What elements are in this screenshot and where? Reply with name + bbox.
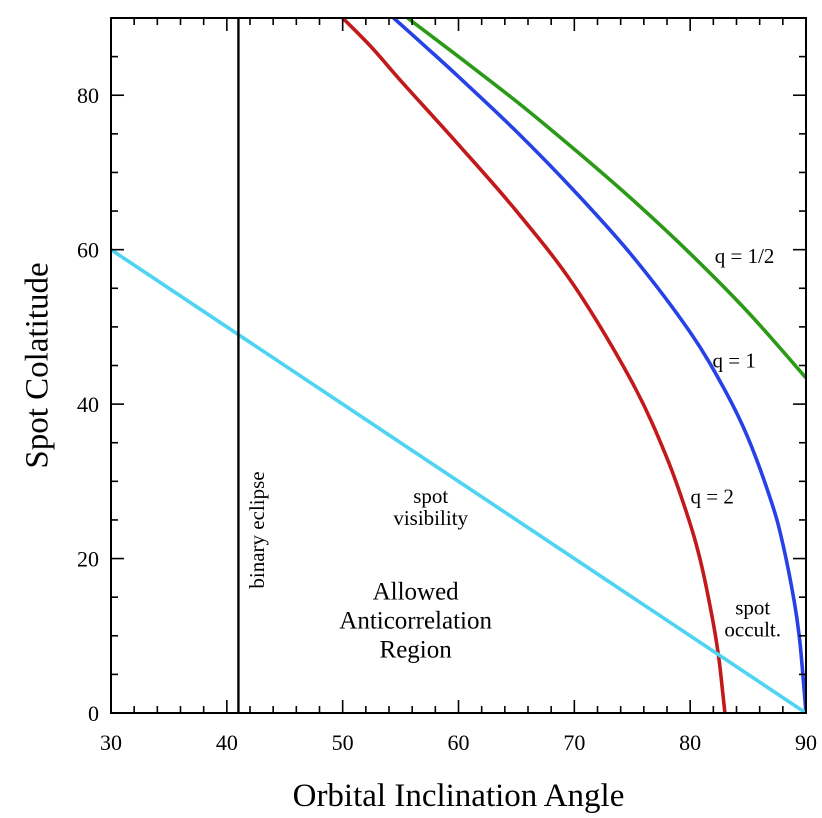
annotation-spot-visibility: spot visibility xyxy=(393,484,468,530)
series-line-q-1 xyxy=(392,18,806,713)
annotation-q-half: q = 1/2 xyxy=(715,244,775,268)
y-tick-label-40: 40 xyxy=(77,392,99,417)
y-tick-label-60: 60 xyxy=(77,238,99,263)
annotation-spot-occult: spot occult. xyxy=(724,595,781,641)
tick-labels-layer: 30 40 50 60 70 80 90 0 20 40 60 80 xyxy=(77,83,817,755)
x-tick-label-30: 30 xyxy=(100,730,122,755)
x-tick-label-60: 60 xyxy=(448,730,470,755)
x-tick-label-50: 50 xyxy=(332,730,354,755)
y-tick-label-80: 80 xyxy=(77,83,99,108)
annotation-q-one: q = 1 xyxy=(713,348,756,372)
x-tick-label-70: 70 xyxy=(563,730,585,755)
series-line-spot-visibility xyxy=(111,248,806,713)
y-tick-label-0: 0 xyxy=(88,701,99,726)
series-line-q-1-2 xyxy=(406,18,806,380)
series-line-q-2 xyxy=(341,18,727,713)
x-tick-label-80: 80 xyxy=(679,730,701,755)
x-tick-label-90: 90 xyxy=(795,730,817,755)
annotations-layer: q = 1/2 q = 1 q = 2 spot visibility spot occul… xyxy=(245,244,781,663)
series-layer xyxy=(111,18,806,713)
x-tick-label-40: 40 xyxy=(216,730,238,755)
annotation-binary-eclipse: binary eclipse xyxy=(245,471,269,588)
annotation-allowed-region: Allowed Anticorrelation Region xyxy=(339,578,492,663)
annotation-q-two: q = 2 xyxy=(691,484,734,508)
y-axis-label: Spot Colatitude xyxy=(20,262,56,468)
plot-frame xyxy=(110,17,807,714)
x-axis-label: Orbital Inclination Angle xyxy=(293,778,625,814)
y-tick-label-20: 20 xyxy=(77,547,99,572)
